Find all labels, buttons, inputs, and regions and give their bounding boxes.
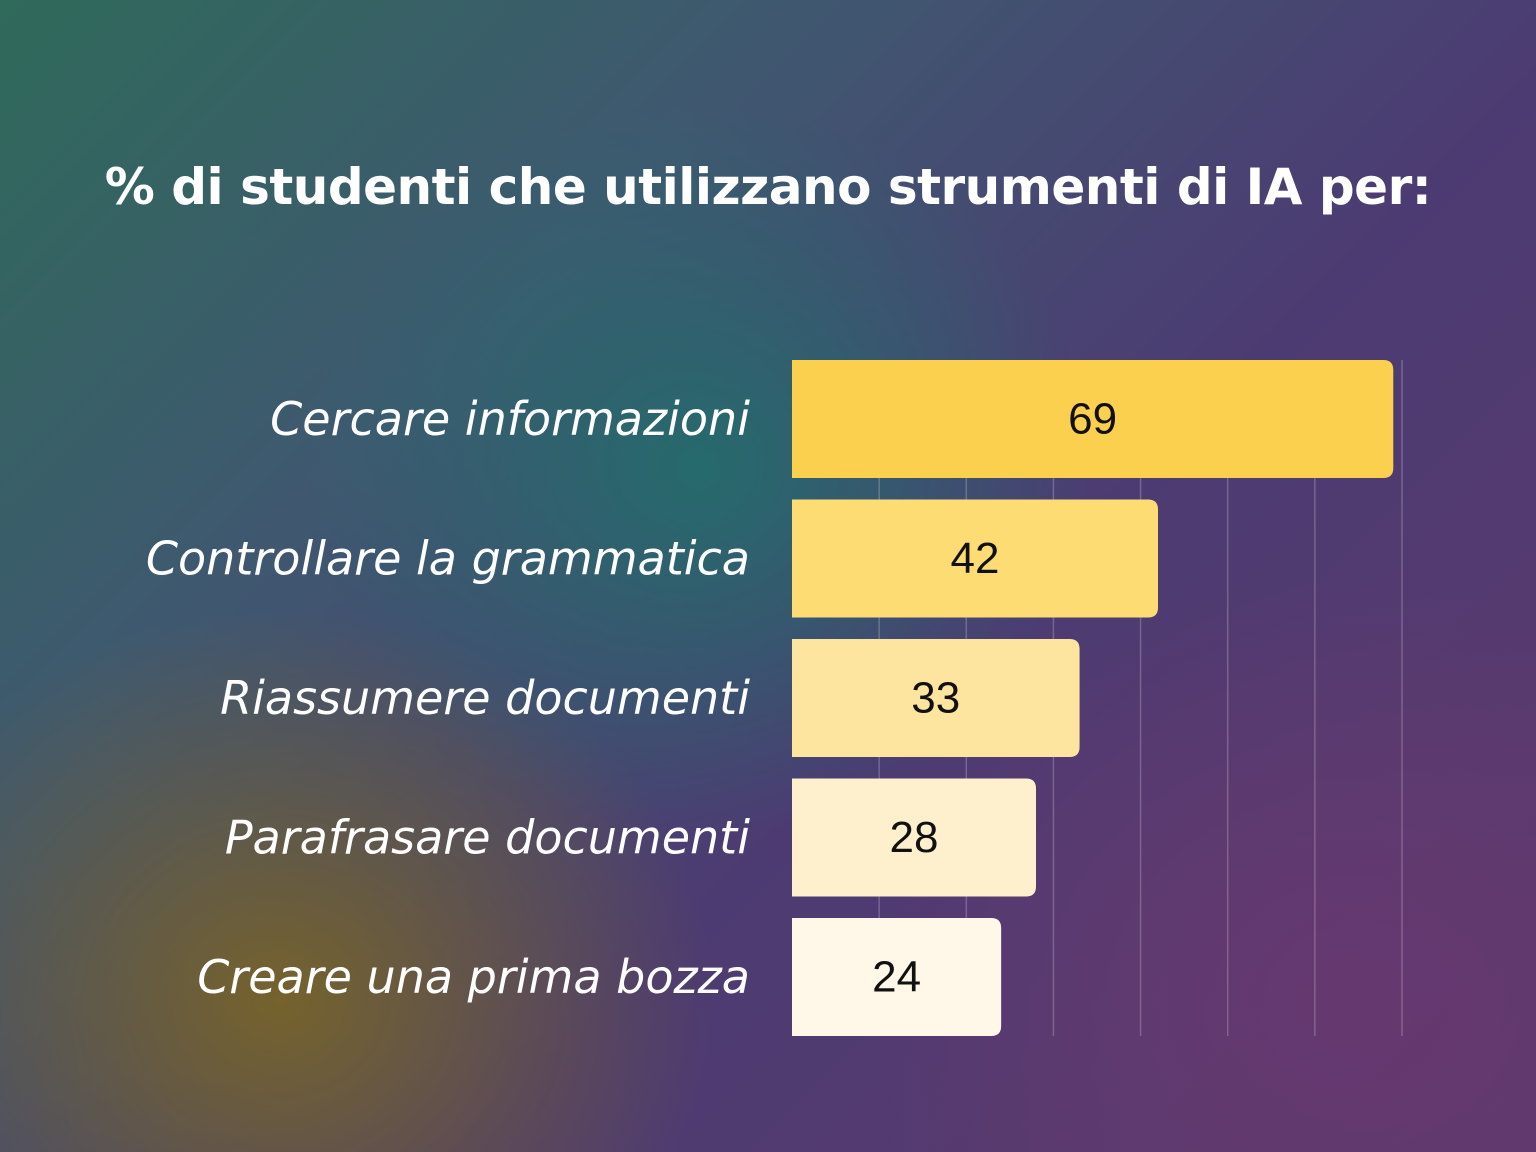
bar-value-label: 33 — [911, 674, 960, 723]
bar — [792, 499, 1158, 618]
category-label: Creare una prima bozza — [197, 950, 750, 1004]
category-label: Controllare la grammatica — [146, 532, 750, 586]
category-label: Parafrasare documenti — [225, 811, 750, 865]
bar — [792, 778, 1036, 897]
bars: 69 42 33 28 24 — [792, 360, 1394, 1036]
bar-value-label: 24 — [872, 953, 921, 1002]
bar-value-label: 42 — [951, 534, 1000, 583]
category-label: Cercare informazioni — [270, 392, 750, 446]
bar — [792, 360, 1394, 478]
bar — [792, 639, 1080, 757]
bar-value-label: 28 — [890, 813, 939, 862]
chart-title: % di studenti che utilizzano strumenti d… — [104, 158, 1432, 216]
category-label: Riassumere documenti — [220, 671, 750, 725]
bar-value-label: 69 — [1068, 395, 1117, 444]
category-labels: Cercare informazioni Controllare la gramm… — [146, 392, 750, 1004]
bar — [792, 918, 1002, 1036]
